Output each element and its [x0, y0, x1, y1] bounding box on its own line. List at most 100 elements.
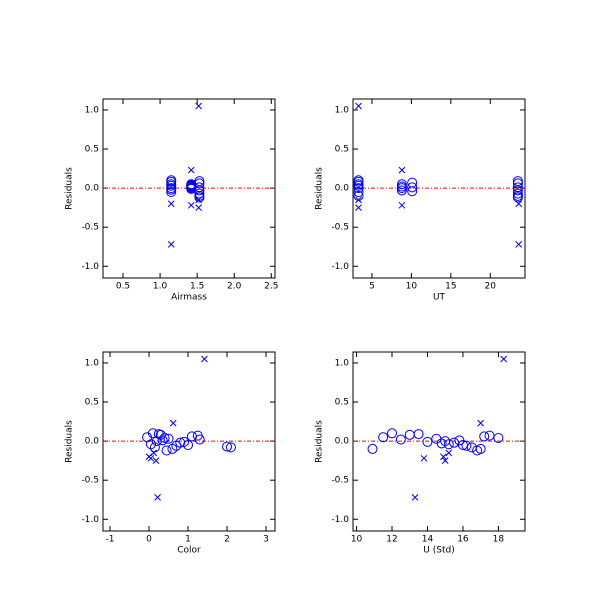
point	[163, 433, 174, 444]
y-tick-label: -0.5	[81, 223, 99, 233]
point	[396, 179, 407, 190]
y-tick-label: 0.5	[85, 145, 99, 155]
point	[157, 435, 168, 446]
point	[378, 432, 389, 443]
y-tick-label: 0.0	[85, 184, 100, 194]
point	[477, 419, 485, 427]
point	[166, 180, 177, 191]
y-tick-label: 0.5	[335, 145, 349, 155]
point	[515, 241, 523, 248]
point	[398, 201, 406, 209]
point	[422, 436, 433, 447]
point	[387, 428, 398, 439]
point	[431, 433, 442, 444]
y-tick-label: 1.0	[85, 358, 100, 368]
x-axis-label: U (Std)	[423, 546, 454, 556]
point	[152, 457, 160, 465]
point	[396, 185, 407, 196]
point	[411, 494, 419, 501]
point	[398, 166, 406, 174]
point	[166, 187, 177, 198]
y-tick-label: 1.0	[85, 105, 100, 115]
point	[195, 196, 202, 204]
x-tick-label: 2.0	[227, 282, 242, 292]
y-tick-label: 0.0	[335, 184, 350, 194]
y-axis-label: Residuals	[315, 167, 325, 210]
y-tick-label: 0.5	[335, 398, 349, 408]
x-tick-label: 18	[493, 535, 505, 545]
point	[145, 439, 156, 450]
x-axis-label: Color	[177, 546, 201, 556]
point	[461, 440, 472, 451]
point	[355, 102, 362, 110]
point	[493, 432, 504, 443]
point	[355, 196, 362, 204]
y-tick-label: -1.0	[331, 262, 349, 272]
point	[454, 435, 465, 446]
point	[225, 442, 236, 453]
x-axis-label: Airmass	[171, 293, 207, 303]
point	[194, 178, 205, 189]
point	[441, 457, 449, 465]
y-tick-label: -1.0	[81, 515, 99, 525]
point	[420, 454, 428, 462]
y-tick-label: 1.0	[335, 105, 350, 115]
x-tick-label: 1.5	[190, 282, 204, 292]
point	[353, 183, 364, 194]
point	[145, 453, 153, 461]
point	[201, 355, 208, 363]
point	[166, 184, 177, 195]
point	[353, 187, 364, 198]
point	[150, 449, 158, 457]
point	[445, 449, 453, 457]
x-axis-label: UT	[433, 293, 446, 303]
point	[161, 445, 172, 456]
point	[396, 183, 407, 194]
point	[512, 185, 523, 196]
point	[407, 186, 418, 197]
point	[395, 434, 406, 445]
point	[440, 453, 447, 461]
point	[500, 355, 508, 363]
point	[195, 204, 202, 212]
point	[167, 241, 175, 248]
y-axis-label: Residuals	[315, 420, 325, 463]
point	[355, 204, 362, 212]
x-tick-label: 5	[369, 282, 375, 292]
point	[194, 185, 205, 196]
point	[195, 102, 202, 110]
x-tick-label: 15	[445, 282, 456, 292]
x-tick-label: -1	[106, 535, 115, 545]
x-tick-label: 0.5	[116, 282, 130, 292]
point	[436, 438, 447, 449]
point	[472, 445, 483, 456]
point	[194, 188, 205, 199]
x-tick-label: 10	[351, 535, 363, 545]
point	[466, 442, 477, 453]
point	[194, 192, 205, 203]
y-tick-label: -0.5	[331, 476, 349, 486]
y-tick-label: -0.5	[331, 223, 349, 233]
point	[449, 437, 460, 448]
y-axis-label: Residuals	[65, 167, 75, 210]
x-tick-label: 1	[185, 535, 191, 545]
point	[512, 192, 523, 203]
point	[169, 419, 177, 427]
y-tick-label: -1.0	[81, 262, 99, 272]
y-tick-label: -0.5	[81, 476, 99, 486]
x-tick-label: 0	[146, 535, 152, 545]
x-tick-label: 16	[457, 535, 469, 545]
point	[407, 182, 418, 193]
point	[166, 176, 177, 187]
x-tick-label: 2	[224, 535, 230, 545]
point	[222, 441, 233, 452]
x-tick-label: 10	[406, 282, 418, 292]
y-tick-label: 0.0	[335, 437, 350, 447]
point	[353, 180, 364, 191]
x-tick-label: 2.5	[264, 282, 278, 292]
x-tick-label: 12	[386, 535, 397, 545]
point	[404, 429, 415, 440]
point	[167, 200, 175, 208]
point	[186, 431, 197, 442]
x-tick-label: 3	[263, 535, 269, 545]
